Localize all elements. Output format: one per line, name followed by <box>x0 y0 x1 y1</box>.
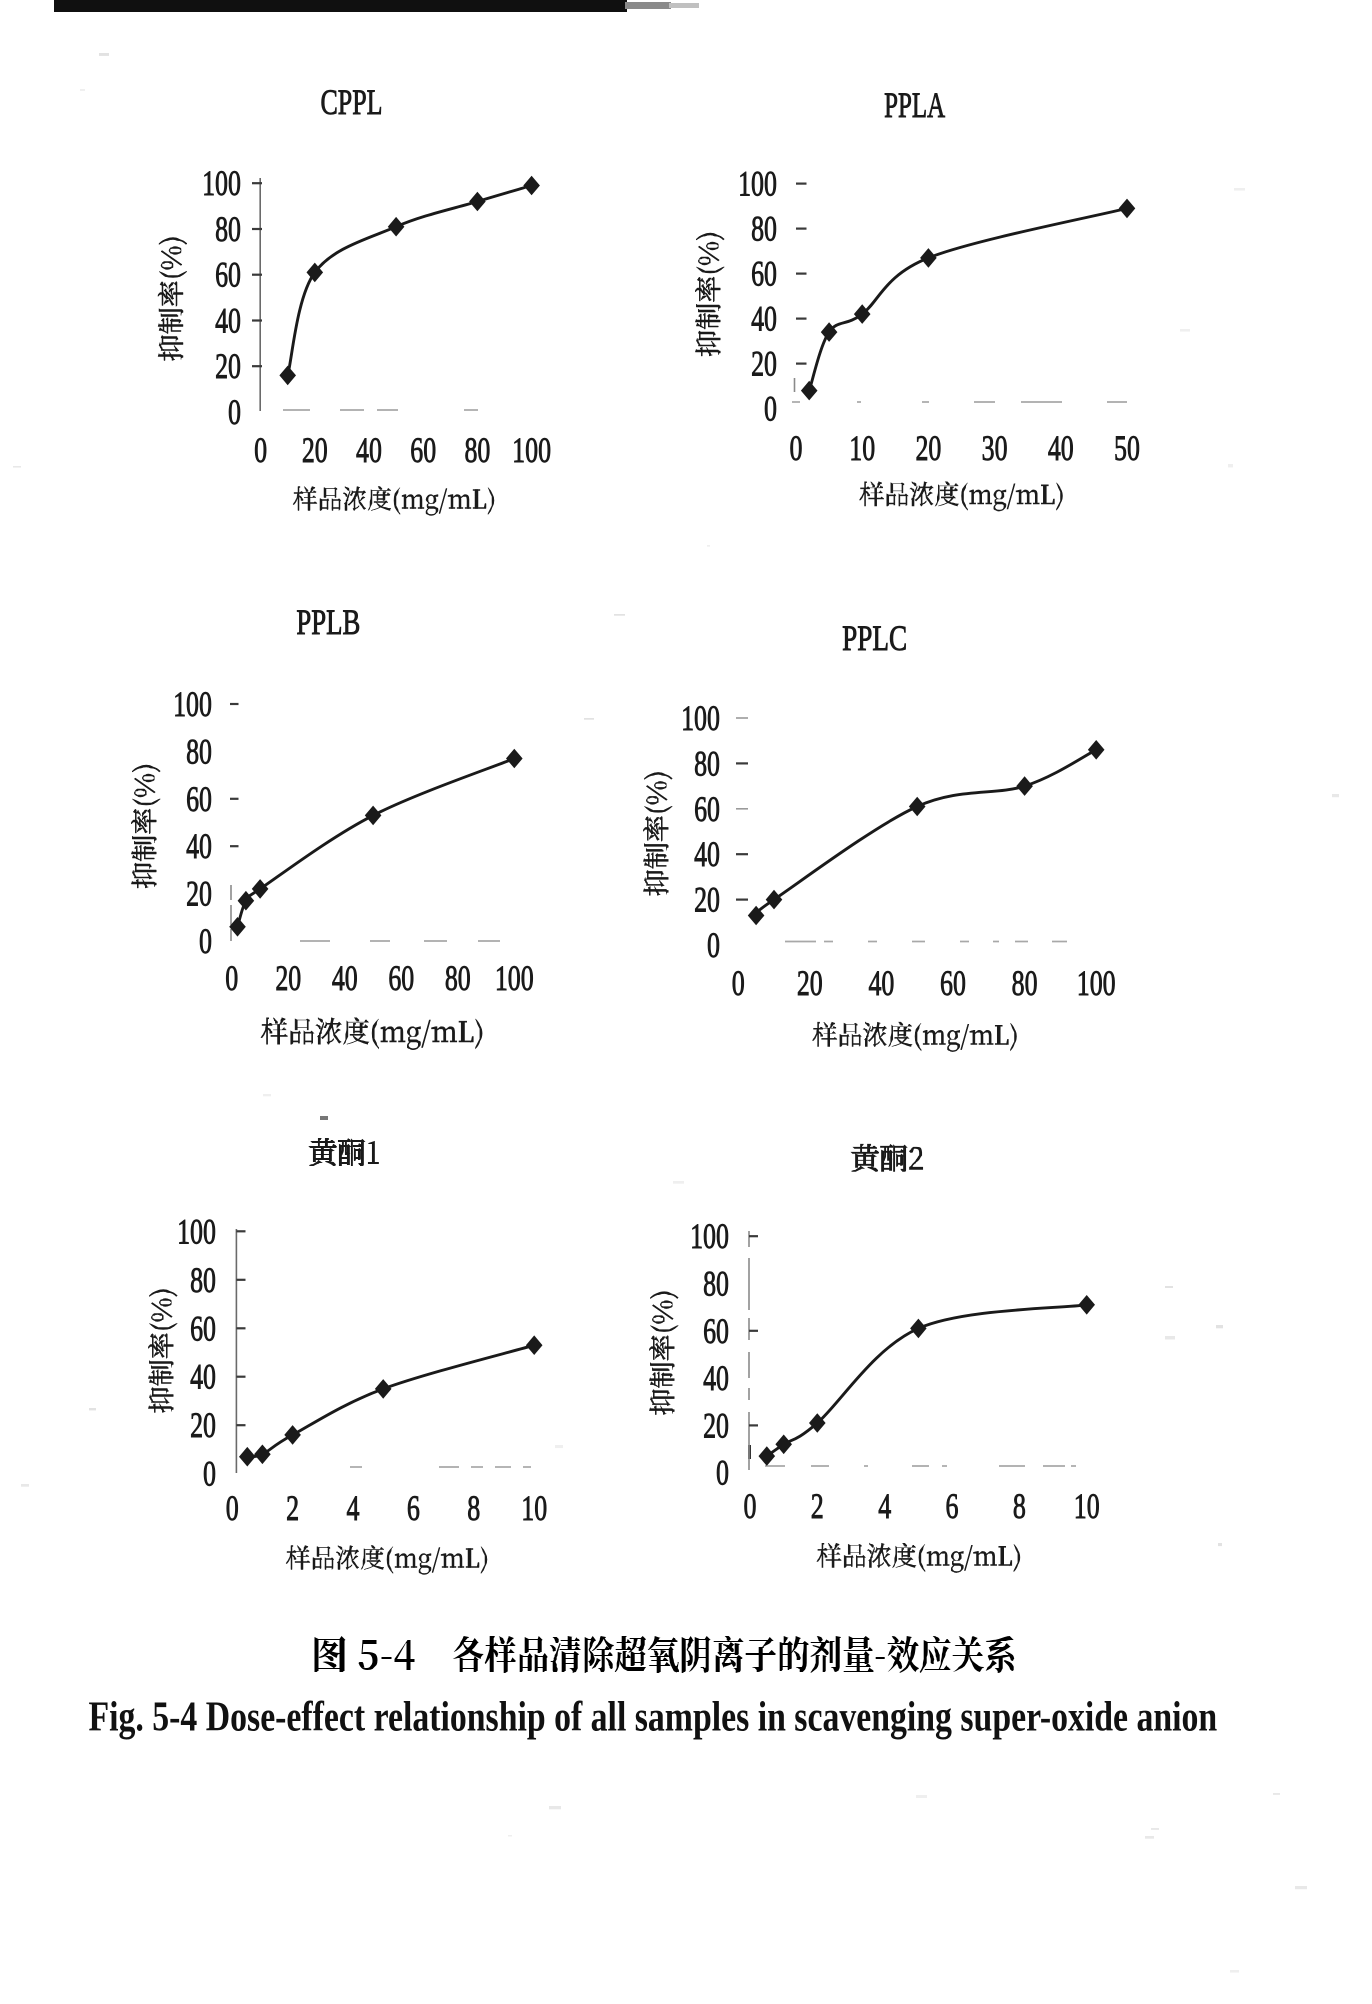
svg-text:60: 60 <box>751 254 777 294</box>
svg-text:0: 0 <box>732 963 745 1003</box>
svg-text:80: 80 <box>703 1264 729 1304</box>
svg-text:0: 0 <box>744 1486 757 1526</box>
svg-text:0: 0 <box>228 392 241 432</box>
svg-text:0: 0 <box>199 921 212 961</box>
svg-text:80: 80 <box>751 209 777 249</box>
svg-text:20: 20 <box>302 430 328 470</box>
svg-text:50: 50 <box>1114 428 1140 468</box>
svg-text:60: 60 <box>190 1308 216 1348</box>
svg-text:2: 2 <box>811 1486 824 1526</box>
svg-text:80: 80 <box>445 958 471 998</box>
svg-text:0: 0 <box>254 430 267 470</box>
svg-text:60: 60 <box>410 430 436 470</box>
svg-text:80: 80 <box>464 430 490 470</box>
svg-text:60: 60 <box>186 779 212 819</box>
svg-text:100: 100 <box>738 164 777 204</box>
svg-text:40: 40 <box>215 301 241 341</box>
svg-text:6: 6 <box>407 1488 420 1528</box>
svg-text:100: 100 <box>1077 963 1116 1003</box>
svg-text:60: 60 <box>940 963 966 1003</box>
svg-text:80: 80 <box>215 209 241 249</box>
svg-text:20: 20 <box>186 874 212 914</box>
svg-text:0: 0 <box>225 958 238 998</box>
svg-text:40: 40 <box>868 963 894 1003</box>
svg-text:60: 60 <box>388 958 414 998</box>
svg-text:20: 20 <box>215 346 241 386</box>
svg-text:60: 60 <box>703 1311 729 1351</box>
svg-text:80: 80 <box>190 1260 216 1300</box>
svg-text:2: 2 <box>286 1488 299 1528</box>
svg-text:0: 0 <box>203 1454 216 1494</box>
svg-text:80: 80 <box>694 743 720 783</box>
svg-text:100: 100 <box>690 1216 729 1256</box>
svg-text:4: 4 <box>347 1488 360 1528</box>
svg-text:80: 80 <box>1012 963 1038 1003</box>
svg-text:0: 0 <box>707 925 720 965</box>
svg-text:100: 100 <box>177 1211 216 1251</box>
svg-text:PPLB: PPLB <box>296 602 360 642</box>
svg-text:0: 0 <box>790 428 803 468</box>
svg-text:40: 40 <box>703 1358 729 1398</box>
svg-text:40: 40 <box>1048 428 1074 468</box>
svg-text:40: 40 <box>186 826 212 866</box>
svg-text:60: 60 <box>215 255 241 295</box>
svg-text:100: 100 <box>681 698 720 738</box>
svg-text:20: 20 <box>694 880 720 920</box>
svg-text:0: 0 <box>764 389 777 429</box>
svg-text:40: 40 <box>694 834 720 874</box>
svg-text:8: 8 <box>1013 1486 1026 1526</box>
svg-text:CPPL: CPPL <box>321 82 383 122</box>
svg-text:40: 40 <box>356 430 382 470</box>
svg-text:40: 40 <box>751 299 777 339</box>
svg-text:4: 4 <box>878 1486 891 1526</box>
svg-text:30: 30 <box>982 428 1008 468</box>
svg-text:6: 6 <box>946 1486 959 1526</box>
svg-text:60: 60 <box>694 789 720 829</box>
svg-text:100: 100 <box>495 958 534 998</box>
svg-text:0: 0 <box>226 1488 239 1528</box>
svg-text:Fig. 5-4 Dose-effect relations: Fig. 5-4 Dose-effect relationship of all… <box>89 1695 1218 1741</box>
svg-text:80: 80 <box>186 731 212 771</box>
svg-text:40: 40 <box>190 1357 216 1397</box>
svg-text:20: 20 <box>797 963 823 1003</box>
svg-text:20: 20 <box>703 1405 729 1445</box>
svg-text:20: 20 <box>275 958 301 998</box>
svg-text:PPLC: PPLC <box>842 618 907 658</box>
svg-text:0: 0 <box>716 1453 729 1493</box>
svg-text:100: 100 <box>202 163 241 203</box>
svg-text:20: 20 <box>190 1405 216 1445</box>
svg-text:100: 100 <box>512 430 551 470</box>
svg-text:10: 10 <box>1074 1486 1100 1526</box>
svg-text:PPLA: PPLA <box>884 85 945 125</box>
svg-text:40: 40 <box>332 958 358 998</box>
svg-text:10: 10 <box>849 428 875 468</box>
svg-text:20: 20 <box>751 344 777 384</box>
svg-text:10: 10 <box>521 1488 547 1528</box>
svg-text:8: 8 <box>467 1488 480 1528</box>
svg-text:20: 20 <box>915 428 941 468</box>
svg-text:100: 100 <box>173 684 212 724</box>
